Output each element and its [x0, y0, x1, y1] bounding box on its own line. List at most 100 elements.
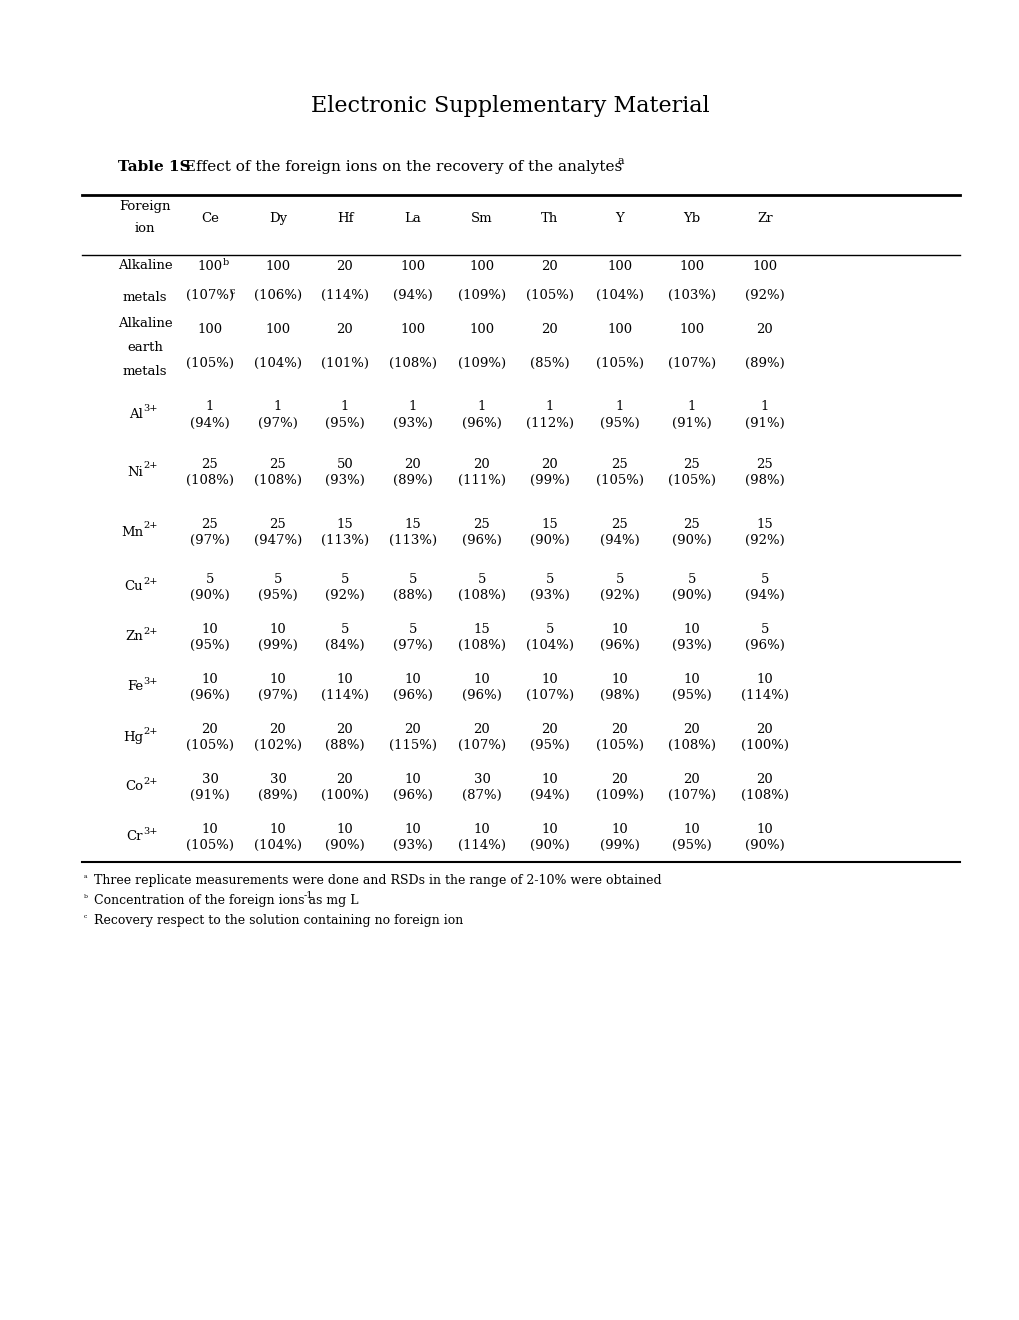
- Text: 25: 25: [202, 458, 218, 471]
- Text: 20: 20: [473, 723, 490, 737]
- Text: 5: 5: [477, 573, 486, 586]
- Text: (95%): (95%): [599, 417, 639, 429]
- Text: (106%): (106%): [254, 289, 302, 302]
- Text: 100: 100: [607, 323, 632, 337]
- Text: (105%): (105%): [595, 739, 643, 752]
- Text: 20: 20: [336, 774, 353, 785]
- Text: 5: 5: [760, 623, 768, 636]
- Text: 30: 30: [473, 774, 490, 785]
- Text: (108%): (108%): [458, 639, 505, 652]
- Text: 25: 25: [269, 517, 286, 531]
- Text: ᶜ: ᶜ: [84, 913, 88, 923]
- Text: (97%): (97%): [258, 417, 298, 429]
- Text: earth: earth: [127, 341, 163, 354]
- Text: 10: 10: [202, 623, 218, 636]
- Text: Electronic Supplementary Material: Electronic Supplementary Material: [311, 95, 708, 117]
- Text: 1: 1: [687, 400, 696, 413]
- Text: (114%): (114%): [458, 840, 505, 851]
- Text: (91%): (91%): [745, 417, 784, 429]
- Text: (95%): (95%): [190, 639, 229, 652]
- Text: (99%): (99%): [599, 840, 639, 851]
- Text: (108%): (108%): [388, 356, 436, 370]
- Text: 20: 20: [336, 323, 353, 337]
- Text: (102%): (102%): [254, 739, 302, 752]
- Text: 100: 100: [679, 260, 704, 273]
- Text: Alkaline: Alkaline: [117, 259, 172, 272]
- Text: 5: 5: [545, 623, 553, 636]
- Text: (90%): (90%): [530, 535, 570, 546]
- Text: 20: 20: [756, 723, 772, 737]
- Text: 15: 15: [405, 517, 421, 531]
- Text: 10: 10: [683, 673, 700, 686]
- Text: (90%): (90%): [190, 589, 229, 602]
- Text: Foreign: Foreign: [119, 201, 170, 213]
- Text: (96%): (96%): [392, 789, 432, 803]
- Text: metals: metals: [122, 366, 167, 378]
- Text: Alkaline: Alkaline: [117, 317, 172, 330]
- Text: (90%): (90%): [672, 589, 711, 602]
- Text: (90%): (90%): [325, 840, 365, 851]
- Text: 10: 10: [269, 623, 286, 636]
- Text: (108%): (108%): [254, 474, 302, 487]
- Text: 10: 10: [405, 673, 421, 686]
- Text: (90%): (90%): [672, 535, 711, 546]
- Text: 10: 10: [269, 673, 286, 686]
- Text: Ce: Ce: [201, 213, 219, 224]
- Text: 2+: 2+: [143, 462, 157, 470]
- Text: (109%): (109%): [595, 789, 643, 803]
- Text: (93%): (93%): [530, 589, 570, 602]
- Text: Hg: Hg: [122, 730, 143, 743]
- Text: (109%): (109%): [458, 289, 505, 302]
- Text: (95%): (95%): [325, 417, 365, 429]
- Text: (96%): (96%): [190, 689, 229, 702]
- Text: 5: 5: [340, 623, 348, 636]
- Text: 20: 20: [405, 458, 421, 471]
- Text: (92%): (92%): [325, 589, 365, 602]
- Text: Concentration of the foreign ions as mg L: Concentration of the foreign ions as mg …: [94, 894, 358, 907]
- Text: (96%): (96%): [392, 689, 432, 702]
- Text: (93%): (93%): [672, 639, 711, 652]
- Text: (94%): (94%): [392, 289, 432, 302]
- Text: 5: 5: [615, 573, 624, 586]
- Text: (113%): (113%): [388, 535, 436, 546]
- Text: (105%): (105%): [185, 840, 233, 851]
- Text: 10: 10: [473, 673, 490, 686]
- Text: (107%): (107%): [458, 739, 505, 752]
- Text: (100%): (100%): [321, 789, 369, 803]
- Text: 20: 20: [756, 774, 772, 785]
- Text: Co: Co: [125, 780, 143, 793]
- Text: Table 1S: Table 1S: [118, 160, 191, 174]
- Text: 25: 25: [683, 458, 700, 471]
- Text: Three replicate measurements were done and RSDs in the range of 2-10% were obtai: Three replicate measurements were done a…: [94, 874, 661, 887]
- Text: Yb: Yb: [683, 213, 700, 224]
- Text: (104%): (104%): [254, 356, 302, 370]
- Text: 5: 5: [273, 573, 282, 586]
- Text: (101%): (101%): [321, 356, 369, 370]
- Text: 100: 100: [198, 260, 222, 273]
- Text: 20: 20: [405, 723, 421, 737]
- Text: 1: 1: [206, 400, 214, 413]
- Text: Effect of the foreign ions on the recovery of the analytes: Effect of the foreign ions on the recove…: [179, 160, 627, 174]
- Text: (100%): (100%): [740, 739, 789, 752]
- Text: (98%): (98%): [599, 689, 639, 702]
- Text: 10: 10: [683, 623, 700, 636]
- Text: 20: 20: [611, 723, 628, 737]
- Text: 2+: 2+: [143, 776, 157, 785]
- Text: 25: 25: [756, 458, 772, 471]
- Text: (96%): (96%): [462, 689, 501, 702]
- Text: 20: 20: [473, 458, 490, 471]
- Text: 1: 1: [545, 400, 553, 413]
- Text: 10: 10: [541, 822, 557, 836]
- Text: Fe: Fe: [126, 681, 143, 693]
- Text: (90%): (90%): [530, 840, 570, 851]
- Text: 3+: 3+: [143, 826, 157, 836]
- Text: 30: 30: [269, 774, 286, 785]
- Text: (92%): (92%): [745, 289, 784, 302]
- Text: 1: 1: [409, 400, 417, 413]
- Text: 20: 20: [541, 458, 557, 471]
- Text: (94%): (94%): [599, 535, 639, 546]
- Text: Mn: Mn: [121, 525, 143, 539]
- Text: (91%): (91%): [672, 417, 711, 429]
- Text: (93%): (93%): [325, 474, 365, 487]
- Text: Cu: Cu: [124, 581, 143, 594]
